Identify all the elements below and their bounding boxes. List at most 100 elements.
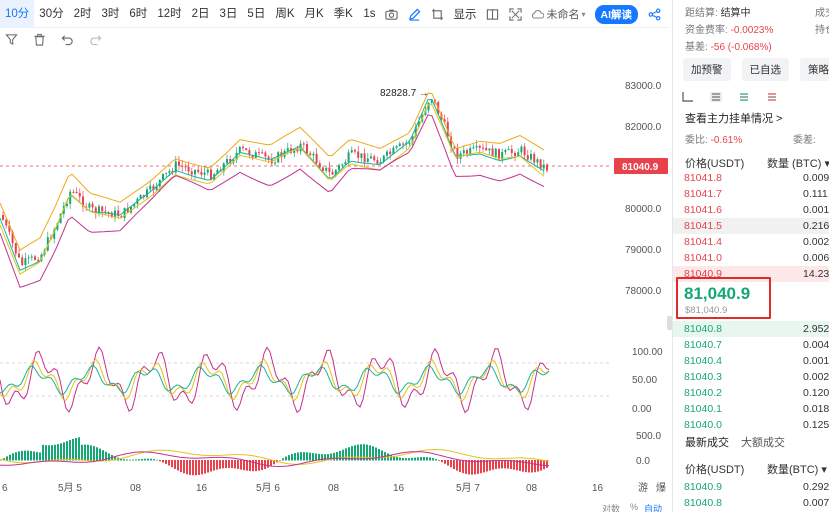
ask-row[interactable]: 81041.5 0.216 [673, 218, 829, 234]
timeframe-4[interactable]: 6时 [129, 7, 148, 20]
macd-histogram-bar [42, 444, 44, 461]
crop-icon[interactable] [430, 7, 444, 21]
timeframe-8[interactable]: 5日 [247, 7, 266, 20]
filter-icon[interactable] [4, 32, 18, 46]
macd-histogram-bar [141, 458, 143, 461]
ask-row[interactable]: 81041.7 0.111 [673, 186, 829, 202]
undo-icon[interactable] [60, 32, 74, 46]
timeframe-11[interactable]: 季K [333, 7, 353, 20]
macd-histogram-bar [57, 444, 59, 461]
macd-histogram-bar [183, 460, 185, 474]
tab-latest-trades[interactable]: 最新成交 [685, 437, 729, 449]
macd-histogram-bar [192, 460, 194, 476]
log-scale-toggle[interactable]: 对数 [602, 504, 621, 512]
candle-body [2, 215, 4, 220]
timeframe-3[interactable]: 3时 [101, 7, 120, 20]
macd-histogram-bar [519, 460, 521, 472]
panel-collapse-handle[interactable] [667, 316, 673, 330]
trade-quantity-column-header[interactable]: 数量(BTC) ▾ [767, 464, 827, 476]
ask-row[interactable]: 81041.4 0.002 [673, 234, 829, 250]
macd-histogram-bar [450, 460, 452, 468]
candle-body [523, 146, 526, 156]
timeframe-10[interactable]: 月K [304, 7, 324, 20]
bids-only-view-icon[interactable] [737, 91, 751, 103]
timeframe-7[interactable]: 3日 [219, 7, 238, 20]
timeframe-5[interactable]: 12时 [157, 7, 182, 20]
candle-body [309, 153, 312, 156]
timeframe-2[interactable]: 2时 [73, 7, 92, 20]
bid-row[interactable]: 81040.8 0.007 [673, 495, 829, 511]
macd-histogram-bar [390, 454, 392, 461]
macd-histogram-bar [291, 453, 293, 461]
row-price: 81041.4 [684, 236, 722, 248]
fullscreen-icon[interactable] [508, 7, 522, 21]
timeframe-0[interactable]: 10分 [0, 0, 35, 28]
order-book-panel: 距结算: 结算中 成交 资金费率: -0.0023% 持仓 基差: -56 (-… [672, 0, 829, 512]
candle-body [123, 207, 126, 218]
row-price: 81041.7 [684, 188, 722, 200]
pencil-icon[interactable] [407, 7, 421, 21]
tab-large-trades[interactable]: 大额成交 [741, 437, 785, 449]
candle-body [395, 146, 398, 148]
macd-histogram-bar [75, 438, 77, 461]
both-sides-view-icon[interactable] [709, 91, 723, 103]
candle-body [139, 195, 142, 199]
corner-view-icon[interactable] [681, 91, 695, 103]
layout-selector[interactable]: 未命名 ▾ [531, 6, 586, 22]
candle-body [171, 170, 174, 173]
time-tick-label: 5月 5 [58, 482, 82, 494]
macd-histogram-bar [393, 456, 395, 461]
time-tick-label: 08 [328, 483, 340, 494]
percent-scale-toggle[interactable]: % [630, 502, 639, 512]
price-tick-label: 82000.0 [625, 122, 662, 133]
share-icon[interactable] [647, 7, 661, 21]
macd-histogram-bar [72, 438, 74, 461]
bid-row[interactable]: 81040.0 0.125 [673, 417, 829, 433]
auto-scale-toggle[interactable]: 自动 [644, 504, 663, 512]
macd-histogram-bar [453, 460, 455, 470]
trash-icon[interactable] [32, 32, 46, 46]
bid-row[interactable]: 81040.2 0.120 [673, 385, 829, 401]
macd-histogram-bar [198, 460, 200, 475]
display-menu[interactable]: 显示 [453, 9, 477, 21]
main-orders-link[interactable]: 查看主力挂单情况 > [685, 113, 783, 125]
bid-row[interactable]: 81040.3 0.002 [673, 369, 829, 385]
bid-row[interactable]: 81040.1 0.018 [673, 401, 829, 417]
macd-histogram-bar [222, 460, 224, 469]
candle-body [398, 143, 401, 147]
asks-only-view-icon[interactable] [765, 91, 779, 103]
macd-histogram-bar [138, 459, 140, 461]
bid-row[interactable]: 81040.7 0.004 [673, 337, 829, 353]
macd-histogram-bar [174, 460, 176, 469]
candle-body [328, 167, 331, 172]
timeframe-1[interactable]: 30分 [39, 7, 64, 20]
macd-histogram-bar [417, 457, 419, 461]
time-tick-label: 08 [130, 483, 142, 494]
watchlist-button[interactable]: 已自选 [741, 58, 789, 81]
bid-row[interactable]: 81040.8 2.952 [673, 321, 829, 337]
replay-speed-button[interactable]: 1s [363, 8, 376, 20]
settlement-value: 结算中 [720, 8, 751, 19]
columns-icon[interactable] [485, 7, 499, 21]
quantity-column-header[interactable]: 数量 (BTC) ▾ [767, 158, 829, 170]
kline-chart[interactable]: 83000.0 82000.0 80000.0 79000.0 78000.0 8282… [0, 50, 669, 512]
ask-row[interactable]: 81041.0 0.006 [673, 250, 829, 266]
ai-interpret-button[interactable]: AI解读 [594, 4, 638, 24]
macd-histogram-bar [327, 453, 329, 461]
timeframe-9[interactable]: 周K [275, 7, 295, 20]
trade-price-column-header: 价格(USDT) [685, 464, 745, 476]
candle-body [14, 243, 17, 254]
add-alert-button[interactable]: 加预警 [683, 58, 731, 81]
ask-row[interactable]: 81041.8 0.009 [673, 170, 829, 186]
camera-icon[interactable] [384, 7, 398, 21]
candle-body [462, 150, 465, 154]
bid-row[interactable]: 81040.9 0.292 [673, 479, 829, 495]
timeframe-6[interactable]: 2日 [191, 7, 210, 20]
ask-row[interactable]: 81041.6 0.001 [673, 202, 829, 218]
candle-body [450, 136, 452, 148]
strategy-button[interactable]: 策略 [800, 58, 829, 81]
redo-icon[interactable] [88, 32, 102, 46]
bid-row[interactable]: 81040.4 0.001 [673, 353, 829, 369]
candle-body [382, 155, 385, 162]
candle-body [162, 173, 164, 180]
